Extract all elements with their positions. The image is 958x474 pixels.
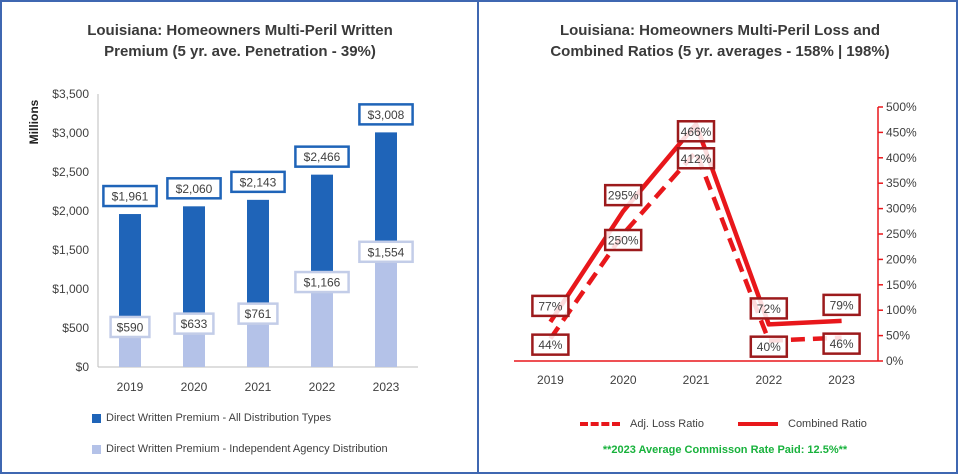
premium-ylabel: Millions xyxy=(27,99,41,144)
ratio-xtick-label: 2023 xyxy=(828,373,855,387)
ratio-ytick-label: 100% xyxy=(886,303,917,317)
data-label-box-all xyxy=(102,184,158,208)
data-label-box-indep xyxy=(294,270,350,294)
data-label-box-loss xyxy=(603,228,643,252)
data-label-box-combined xyxy=(822,293,861,317)
data-label-box-all xyxy=(294,145,350,168)
premium-ytick-label: $1,500 xyxy=(52,243,89,257)
premium-xtick-label: 2019 xyxy=(117,380,144,394)
data-label-box-loss xyxy=(676,147,716,170)
data-label-indep: $761 xyxy=(245,307,272,321)
data-label-box-combined xyxy=(676,120,716,143)
data-label-box-indep xyxy=(109,315,151,339)
data-label-all: $2,060 xyxy=(176,182,213,196)
data-label-box-indep xyxy=(358,240,414,264)
legend-all-label: Direct Written Premium - All Distributio… xyxy=(106,412,332,424)
ratio-ytick-label: 300% xyxy=(886,202,917,216)
data-label-all: $2,466 xyxy=(304,150,341,164)
legend-combined-ratio: Combined Ratio xyxy=(738,418,867,430)
premium-ytick-label: $3,500 xyxy=(52,87,89,101)
premium-ytick-label: $2,000 xyxy=(52,204,89,218)
data-label-combined: 79% xyxy=(830,298,854,312)
ratio-xtick-label: 2020 xyxy=(610,373,637,387)
legend-indep-label: Direct Written Premium - Independent Age… xyxy=(106,443,388,455)
premium-title-line1: Louisiana: Homeowners Multi-Peril Writte… xyxy=(87,22,393,39)
premium-ytick-label: $2,500 xyxy=(52,165,89,179)
premium-xtick-label: 2023 xyxy=(373,380,400,394)
ratio-ytick-label: 250% xyxy=(886,227,917,241)
data-label-combined: 466% xyxy=(681,125,712,139)
premium-title-line2: Premium (5 yr. ave. Penetration - 39%) xyxy=(104,43,376,60)
legend-combined-label: Combined Ratio xyxy=(788,418,867,430)
data-label-all: $1,961 xyxy=(112,190,149,204)
panel-divider xyxy=(477,0,479,474)
premium-bar-chart: Millions $0 $500 $1,000 $1,500 $2,000 $2,500 $3… xyxy=(27,87,418,394)
data-label-indep: $1,554 xyxy=(368,245,405,259)
premium-ytick-label: $1,000 xyxy=(52,282,89,296)
ratio-ytick-label: 150% xyxy=(886,278,917,292)
premium-ytick-label: $0 xyxy=(76,360,90,374)
legend-dashed-line xyxy=(580,422,620,426)
data-label-loss: 412% xyxy=(681,152,712,166)
premium-xtick-label: 2020 xyxy=(181,380,208,394)
premium-ytick-label: $500 xyxy=(62,321,89,335)
ratio-xtick-label: 2021 xyxy=(683,373,710,387)
ratio-xtick-label: 2019 xyxy=(537,373,564,387)
legend-swatch-indep xyxy=(92,444,101,454)
premium-xtick-label: 2021 xyxy=(245,380,272,394)
legend-independent-agency: Direct Written Premium - Independent Age… xyxy=(92,443,388,455)
legend-loss-label: Adj. Loss Ratio xyxy=(630,418,704,430)
data-label-all: $2,143 xyxy=(240,175,277,189)
bar-independent-agency xyxy=(375,245,397,367)
data-label-box-indep xyxy=(237,302,279,325)
data-label-box-loss xyxy=(822,332,861,355)
data-label-indep: $633 xyxy=(181,317,208,331)
data-label-box-combined xyxy=(749,297,789,320)
ratio-ytick-label: 0% xyxy=(886,354,904,368)
data-label-loss: 44% xyxy=(538,338,562,352)
ratio-ytick-label: 200% xyxy=(886,252,917,266)
commission-note: **2023 Average Commisson Rate Paid: 12.5… xyxy=(602,444,848,456)
bar-independent-agency xyxy=(311,276,333,367)
data-label-loss: 250% xyxy=(608,234,639,248)
ratio-title-line2: Combined Ratios (5 yr. averages - 158% |… xyxy=(550,43,890,60)
data-label-indep: $1,166 xyxy=(304,276,341,290)
ratio-ytick-label: 50% xyxy=(886,329,910,343)
legend-swatch-all xyxy=(92,413,101,423)
ratio-line-chart: 0% 50% 100% 150% 200% 250% 300% 350% 400% 450% 500… xyxy=(514,100,917,387)
data-label-box-all xyxy=(230,170,286,194)
legend-solid-line xyxy=(738,422,778,426)
data-label-box-loss xyxy=(749,335,789,358)
premium-ytick-label: $3,000 xyxy=(52,126,89,140)
data-label-combined: 72% xyxy=(757,302,781,316)
data-label-box-indep xyxy=(173,312,215,335)
ratio-chart-title: Louisiana: Homeowners Multi-Peril Loss a… xyxy=(500,20,940,62)
ratio-xtick-label: 2022 xyxy=(755,373,782,387)
data-label-box-loss xyxy=(531,333,570,356)
premium-xtick-label: 2022 xyxy=(309,380,336,394)
data-label-box-all xyxy=(358,103,414,126)
premium-chart-title: Louisiana: Homeowners Multi-Peril Writte… xyxy=(40,20,440,62)
legend-all-distribution: Direct Written Premium - All Distributio… xyxy=(92,412,331,424)
data-label-loss: 40% xyxy=(757,340,781,354)
data-label-combined: 295% xyxy=(608,189,639,203)
ratio-ytick-label: 500% xyxy=(886,100,917,114)
data-label-box-combined xyxy=(531,294,570,318)
series-adj-loss-ratio xyxy=(548,149,842,343)
data-label-loss: 46% xyxy=(830,337,854,351)
data-label-indep: $590 xyxy=(117,320,144,334)
ratio-title-line1: Louisiana: Homeowners Multi-Peril Loss a… xyxy=(559,22,881,39)
data-label-all: $3,008 xyxy=(368,108,405,122)
ratio-ytick-label: 450% xyxy=(886,125,917,139)
ratio-ytick-label: 400% xyxy=(886,151,917,165)
legend-adj-loss-ratio: Adj. Loss Ratio xyxy=(580,418,704,430)
data-label-box-combined xyxy=(603,183,643,207)
data-label-box-all xyxy=(166,177,222,200)
data-label-combined: 77% xyxy=(538,299,562,313)
ratio-ytick-label: 350% xyxy=(886,176,917,190)
